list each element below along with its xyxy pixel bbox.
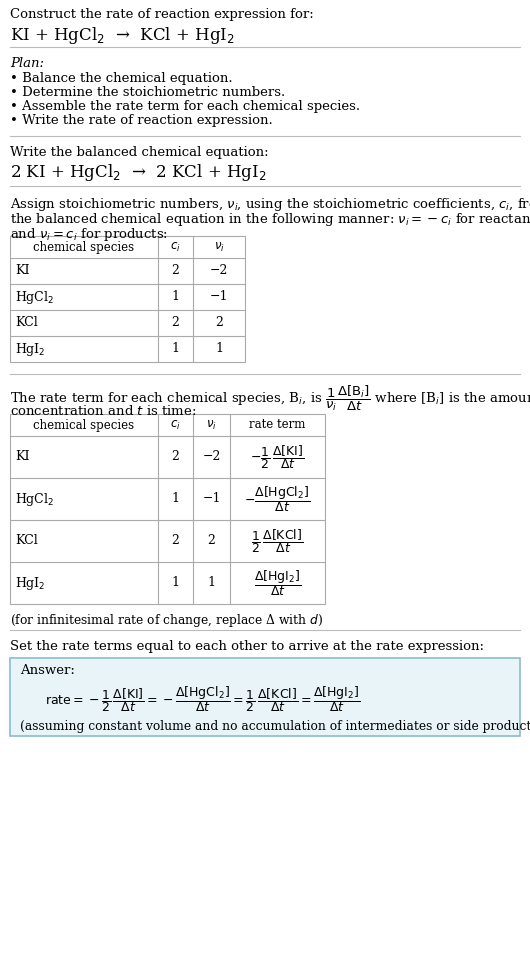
Text: Construct the rate of reaction expression for:: Construct the rate of reaction expressio… bbox=[10, 8, 314, 21]
Text: Assign stoichiometric numbers, $\nu_i$, using the stoichiometric coefficients, $: Assign stoichiometric numbers, $\nu_i$, … bbox=[10, 196, 530, 213]
Text: 1: 1 bbox=[215, 343, 223, 355]
Text: HgCl$_2$: HgCl$_2$ bbox=[15, 491, 54, 508]
Text: 1: 1 bbox=[172, 577, 180, 590]
Text: $\mathrm{rate} = -\dfrac{1}{2}\,\dfrac{\Delta[\mathrm{KI}]}{\Delta t} = -\dfrac{: $\mathrm{rate} = -\dfrac{1}{2}\,\dfrac{\… bbox=[45, 684, 360, 713]
Text: 2: 2 bbox=[172, 316, 180, 330]
Text: Answer:: Answer: bbox=[20, 664, 75, 677]
Text: $\dfrac{\Delta[\mathrm{HgI_2}]}{\Delta t}$: $\dfrac{\Delta[\mathrm{HgI_2}]}{\Delta t… bbox=[254, 568, 301, 598]
Text: 2 KI + HgCl$_2$  →  2 KCl + HgI$_2$: 2 KI + HgCl$_2$ → 2 KCl + HgI$_2$ bbox=[10, 162, 267, 183]
Text: chemical species: chemical species bbox=[33, 419, 135, 431]
Text: 1: 1 bbox=[172, 291, 180, 304]
Text: and $\nu_i = c_i$ for products:: and $\nu_i = c_i$ for products: bbox=[10, 226, 168, 243]
Text: −2: −2 bbox=[202, 451, 220, 464]
Text: $\nu_i$: $\nu_i$ bbox=[214, 240, 224, 254]
Text: The rate term for each chemical species, B$_i$, is $\dfrac{1}{\nu_i}\dfrac{\Delt: The rate term for each chemical species,… bbox=[10, 384, 530, 413]
Text: Set the rate terms equal to each other to arrive at the rate expression:: Set the rate terms equal to each other t… bbox=[10, 640, 484, 653]
Text: concentration and $t$ is time:: concentration and $t$ is time: bbox=[10, 404, 197, 418]
Text: (assuming constant volume and no accumulation of intermediates or side products): (assuming constant volume and no accumul… bbox=[20, 720, 530, 733]
Text: −1: −1 bbox=[210, 291, 228, 304]
Text: 1: 1 bbox=[172, 493, 180, 506]
Bar bbox=[10, 236, 245, 362]
Text: KCl: KCl bbox=[15, 316, 38, 330]
Text: 1: 1 bbox=[208, 577, 216, 590]
Text: KI: KI bbox=[15, 264, 30, 277]
Text: KCl: KCl bbox=[15, 535, 38, 548]
Text: 2: 2 bbox=[208, 535, 215, 548]
Text: 2: 2 bbox=[172, 264, 180, 277]
Text: KI: KI bbox=[15, 451, 30, 464]
Text: 1: 1 bbox=[172, 343, 180, 355]
Text: $c_i$: $c_i$ bbox=[170, 419, 181, 431]
Text: −2: −2 bbox=[210, 264, 228, 277]
FancyBboxPatch shape bbox=[10, 658, 520, 736]
Text: $-\dfrac{\Delta[\mathrm{HgCl_2}]}{\Delta t}$: $-\dfrac{\Delta[\mathrm{HgCl_2}]}{\Delta… bbox=[244, 484, 311, 514]
Text: −1: −1 bbox=[202, 493, 221, 506]
Text: • Assemble the rate term for each chemical species.: • Assemble the rate term for each chemic… bbox=[10, 100, 360, 113]
Text: $c_i$: $c_i$ bbox=[170, 240, 181, 254]
Text: rate term: rate term bbox=[249, 419, 306, 431]
Text: HgCl$_2$: HgCl$_2$ bbox=[15, 289, 54, 305]
Text: $-\dfrac{1}{2}\,\dfrac{\Delta[\mathrm{KI}]}{\Delta t}$: $-\dfrac{1}{2}\,\dfrac{\Delta[\mathrm{KI… bbox=[250, 443, 305, 471]
Bar bbox=[10, 414, 325, 604]
Text: Write the balanced chemical equation:: Write the balanced chemical equation: bbox=[10, 146, 269, 159]
Text: 2: 2 bbox=[172, 535, 180, 548]
Text: • Balance the chemical equation.: • Balance the chemical equation. bbox=[10, 72, 233, 85]
Text: HgI$_2$: HgI$_2$ bbox=[15, 341, 46, 357]
Text: (for infinitesimal rate of change, replace Δ with $d$): (for infinitesimal rate of change, repla… bbox=[10, 612, 323, 629]
Text: • Determine the stoichiometric numbers.: • Determine the stoichiometric numbers. bbox=[10, 86, 285, 99]
Text: • Write the rate of reaction expression.: • Write the rate of reaction expression. bbox=[10, 114, 273, 127]
Text: 2: 2 bbox=[215, 316, 223, 330]
Text: chemical species: chemical species bbox=[33, 240, 135, 254]
Text: $\dfrac{1}{2}\,\dfrac{\Delta[\mathrm{KCl}]}{\Delta t}$: $\dfrac{1}{2}\,\dfrac{\Delta[\mathrm{KCl… bbox=[251, 527, 304, 555]
Text: HgI$_2$: HgI$_2$ bbox=[15, 575, 46, 591]
Text: Plan:: Plan: bbox=[10, 57, 44, 70]
Text: $\nu_i$: $\nu_i$ bbox=[206, 419, 217, 431]
Text: KI + HgCl$_2$  →  KCl + HgI$_2$: KI + HgCl$_2$ → KCl + HgI$_2$ bbox=[10, 25, 235, 46]
Text: 2: 2 bbox=[172, 451, 180, 464]
Text: the balanced chemical equation in the following manner: $\nu_i = -c_i$ for react: the balanced chemical equation in the fo… bbox=[10, 211, 530, 228]
